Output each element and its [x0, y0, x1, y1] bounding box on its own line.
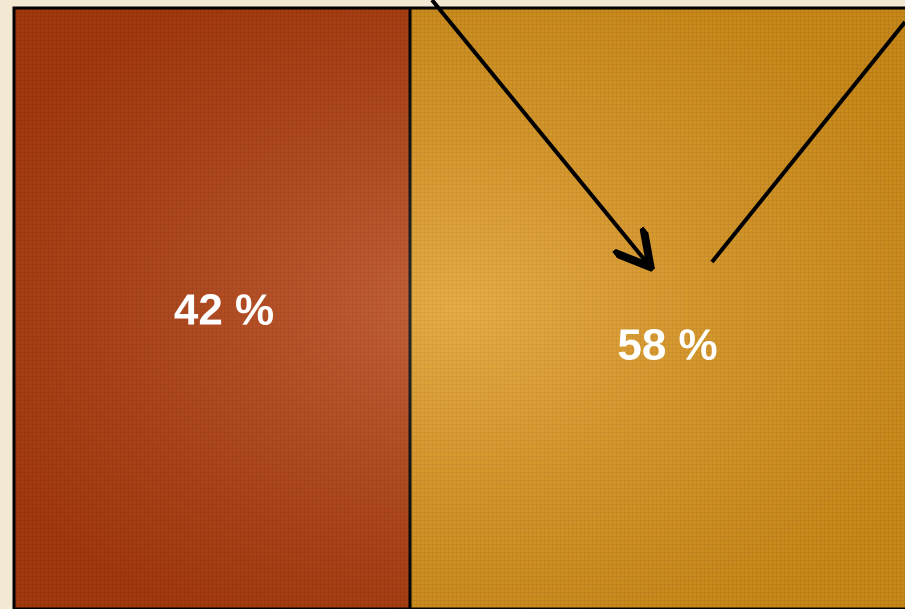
arrow	[430, 0, 648, 264]
value-label: 42 %	[174, 286, 274, 335]
pointer-line	[710, 20, 905, 264]
shade	[14, 8, 905, 609]
value-label: 58 %	[617, 321, 717, 370]
